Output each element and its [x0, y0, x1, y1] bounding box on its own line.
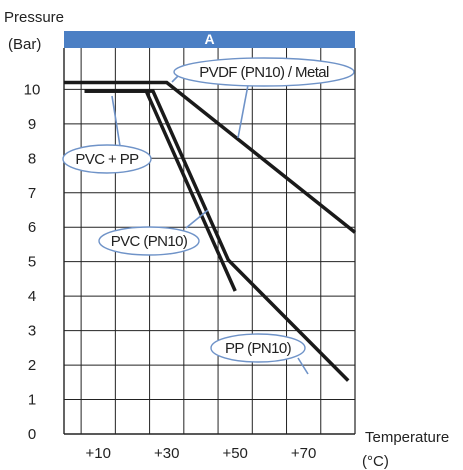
series-line-1	[64, 80, 357, 234]
y-tick-label: 9	[28, 116, 36, 133]
y-axis-title: Pressure	[4, 9, 64, 26]
y-tick-label: 5	[28, 254, 36, 271]
x-tick-label: +30	[154, 445, 179, 462]
callout-leader-line	[111, 95, 121, 147]
y-tick-label: 7	[28, 185, 36, 202]
header-band-label: A	[204, 31, 214, 47]
header-band	[64, 31, 355, 48]
callout-balloon	[210, 333, 306, 363]
x-tick-label: +70	[291, 445, 316, 462]
callout-leader-line	[237, 84, 249, 139]
y-tick-label: 0	[28, 426, 36, 443]
y-tick-label: 3	[28, 323, 36, 340]
x-axis-title: Temperature	[365, 429, 449, 446]
callout-label: PVC + PP	[75, 151, 139, 168]
y-tick-label: 6	[28, 219, 36, 236]
x-tick-label: +50	[222, 445, 247, 462]
callout-leader-line	[297, 357, 309, 375]
callout-label: PVDF (PN10) / Metal	[199, 64, 329, 81]
y-axis-unit: (Bar)	[8, 36, 41, 53]
series-line-3	[84, 89, 350, 382]
y-tick-label: 4	[28, 288, 36, 305]
callout-label: PVC (PN10)	[111, 233, 188, 250]
callout-balloon	[173, 57, 355, 87]
y-tick-label: 10	[24, 81, 41, 98]
callout-leader-line	[185, 209, 209, 229]
callout-balloon	[98, 226, 200, 256]
x-tick-label: +10	[86, 445, 111, 462]
callout-label: PP (PN10)	[225, 340, 292, 357]
y-tick-label: 8	[28, 150, 36, 167]
y-tick-label: 2	[28, 357, 36, 374]
y-tick-label: 1	[28, 392, 36, 409]
x-axis-unit: (°C)	[362, 453, 389, 470]
callout-balloon	[62, 144, 152, 174]
